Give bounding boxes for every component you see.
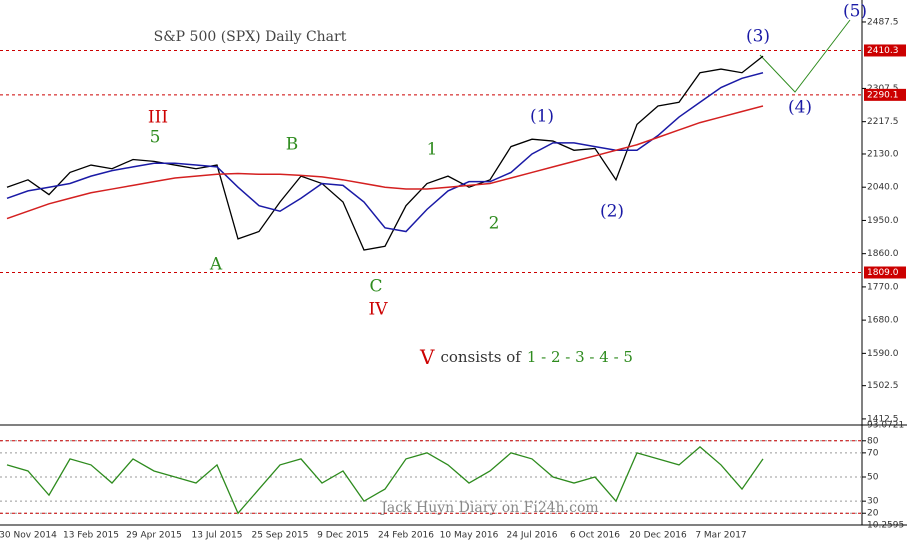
x-tick-label: 13 Feb 2015 (63, 531, 119, 541)
level-label: 2410.3 (867, 46, 899, 56)
y-tick-label: 30 (867, 497, 879, 507)
projection-line (759, 19, 851, 93)
x-tick-label: 24 Jul 2016 (507, 531, 558, 541)
x-tick-label: 29 Apr 2015 (126, 531, 182, 541)
wave-label: 2 (489, 214, 500, 234)
y-tick-label: 10.2595 (867, 521, 904, 531)
x-tick-label: 24 Feb 2016 (378, 531, 434, 541)
wave-label: III (148, 108, 168, 128)
note-part: V (419, 345, 435, 369)
wave-label: (1) (530, 107, 554, 127)
watermark: Jack Huyn Diary on Fi24h.com (379, 500, 598, 516)
wave-label: (4) (788, 98, 812, 118)
x-tick-label: 20 Dec 2016 (629, 531, 687, 541)
series-line (6, 105, 764, 220)
x-tick-label: 25 Sep 2015 (251, 531, 308, 541)
series-line (6, 72, 764, 233)
note-part: consists of (440, 348, 522, 366)
y-tick-label: 1590.0 (867, 349, 899, 359)
wave-label: A (209, 255, 223, 275)
series-line (6, 55, 764, 251)
x-tick-label: 13 Jul 2015 (192, 531, 243, 541)
wave-label: (2) (600, 202, 624, 222)
y-tick-label: 70 (867, 448, 879, 458)
series-line (6, 445, 764, 515)
wave-label: (5) (843, 2, 867, 22)
y-tick-label: 20 (867, 509, 879, 519)
y-tick-label: 1950.0 (867, 216, 899, 226)
y-tick-label: 2217.5 (867, 117, 899, 127)
x-tick-label: 10 May 2016 (440, 531, 499, 541)
level-tag (864, 44, 906, 57)
wave-label: IV (369, 300, 389, 320)
level-label: 1809.0 (867, 268, 899, 278)
y-tick-label: 93.0721 (867, 421, 904, 431)
y-tick-label: 1770.0 (867, 282, 899, 292)
level-tag (864, 88, 906, 101)
y-tick-label: 2130.0 (867, 149, 899, 159)
note-part: 1 - 2 - 3 - 4 - 5 (527, 348, 633, 366)
y-tick-label: 50 (867, 473, 879, 483)
x-tick-label: 9 Dec 2015 (317, 531, 369, 541)
y-tick-label: 1860.0 (867, 249, 899, 259)
wave-label: (3) (746, 27, 770, 47)
x-tick-label: 6 Oct 2016 (570, 531, 620, 541)
y-tick-label: 80 (867, 436, 879, 446)
wave-label: B (286, 135, 299, 155)
x-tick-label: 7 Mar 2017 (695, 531, 746, 541)
x-tick-label: 30 Nov 2014 (0, 531, 57, 541)
y-tick-label: 1412.5 (867, 414, 899, 424)
chart-title: S&P 500 (SPX) Daily Chart (154, 29, 347, 45)
y-tick-label: 2040.0 (867, 183, 899, 193)
level-label: 2290.1 (867, 90, 899, 100)
y-tick-label: 2487.5 (867, 17, 899, 27)
y-tick-label: 1680.0 (867, 316, 899, 326)
level-tag (864, 266, 906, 279)
wave-label: 5 (150, 128, 161, 148)
wave-label: 1 (427, 140, 438, 160)
y-tick-label: 1502.5 (867, 381, 899, 391)
wave-label: C (369, 277, 382, 297)
